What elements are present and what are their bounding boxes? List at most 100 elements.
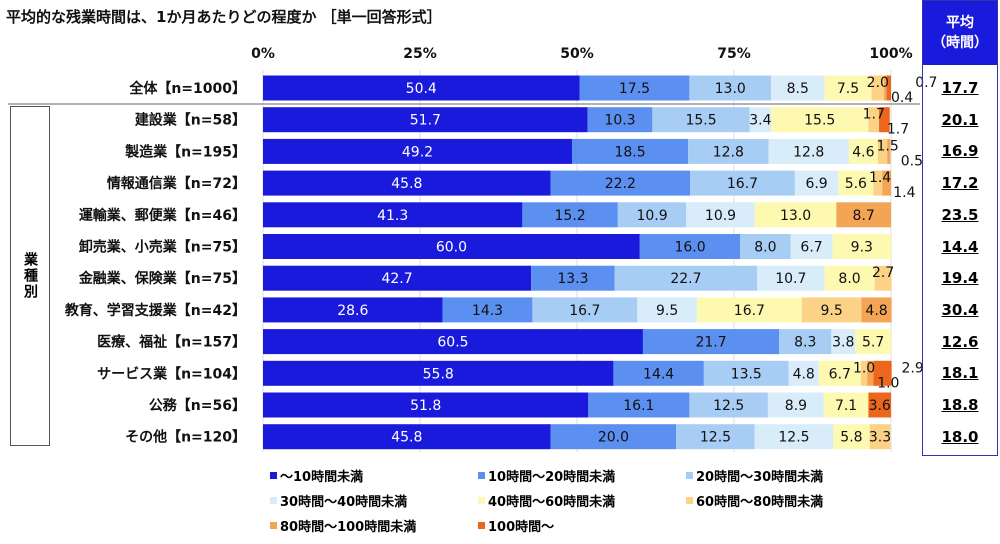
bar-segment — [263, 202, 523, 228]
legend-label: 60時間～80時間未満 — [696, 495, 824, 510]
bar-segment — [884, 75, 887, 101]
group-box: 業種別 — [10, 106, 50, 446]
bar-segment — [757, 265, 825, 291]
category-label: 金融業、保険業【n=75】 — [78, 270, 246, 287]
bar-segment — [688, 138, 769, 164]
average-column: 平均 （時間） 17.7 20.1 16.9 17.2 23.5 14.4 19.4 30.4… — [922, 0, 998, 456]
category-label: 運輸業、郵便業【n=46】 — [79, 207, 246, 224]
bar-segment — [442, 297, 533, 323]
bar-segment — [532, 297, 638, 323]
bar-segment — [823, 392, 869, 418]
bar-segment — [588, 392, 690, 418]
bar-segment — [703, 360, 789, 386]
legend-swatch — [686, 472, 693, 479]
data-label: 5.8 — [840, 430, 862, 446]
legend-label: 100時間～ — [488, 520, 555, 535]
x-tick-label: 25% — [403, 46, 437, 62]
bar-segment — [767, 392, 824, 418]
data-label: 7.1 — [835, 398, 857, 414]
bar-segment — [882, 170, 891, 196]
bar-segment — [754, 424, 834, 450]
category-label: サービス業【n=104】 — [97, 365, 246, 382]
data-label: 16.0 — [674, 240, 705, 256]
bar-segment — [689, 392, 768, 418]
bar-segment — [263, 107, 588, 133]
category-label: その他【n=120】 — [125, 429, 246, 446]
bar-segment — [838, 170, 874, 196]
data-label: 13.0 — [780, 208, 811, 224]
data-label: 8.3 — [794, 335, 816, 351]
bar-segment — [848, 138, 878, 164]
average-header-unit: （時間） — [932, 35, 988, 51]
bar-segment — [873, 360, 892, 386]
legend-swatch — [270, 522, 277, 529]
bar-segment — [690, 170, 795, 196]
data-label: 45.8 — [391, 176, 422, 192]
data-label: 60.5 — [437, 335, 468, 351]
bar-segment — [263, 138, 572, 164]
data-label: 4.8 — [865, 303, 887, 319]
category-label: 製造業【n=195】 — [124, 143, 246, 160]
bar-segment — [754, 202, 837, 228]
data-label: 12.5 — [778, 430, 809, 446]
bar-segment — [790, 234, 833, 259]
legend-item: 100時間～ — [478, 516, 554, 535]
bar-segment — [779, 329, 832, 355]
bar-segment — [861, 297, 892, 323]
bar-segment — [879, 107, 890, 133]
data-label: 8.0 — [754, 240, 776, 256]
average-value: 19.4 — [941, 269, 979, 288]
bar-segment — [871, 75, 885, 101]
bar-segment — [832, 234, 891, 259]
category-label: 公務【n=56】 — [149, 397, 246, 414]
bar-segment — [263, 75, 580, 101]
bar-segment — [587, 107, 653, 133]
data-label: 8.5 — [787, 81, 809, 97]
data-label: 20.0 — [598, 430, 629, 446]
bar-segment — [531, 265, 615, 291]
bar-segment — [263, 424, 551, 450]
category-label: 卸売業、小売業【n=75】 — [79, 239, 246, 256]
bar-segment — [860, 360, 868, 386]
category-label: 全体【n=1000】 — [128, 80, 246, 97]
average-value: 18.8 — [941, 396, 979, 414]
data-label: 16.7 — [569, 303, 600, 319]
bar-segment — [831, 329, 856, 355]
data-label: 28.6 — [337, 303, 368, 319]
data-label: 0.7 — [915, 75, 937, 91]
data-label: 1.5 — [877, 138, 899, 154]
legend-label: 40時間～60時間未満 — [488, 495, 616, 510]
data-label: 10.9 — [636, 208, 667, 224]
bar-segment — [833, 424, 870, 450]
bar-segment — [263, 265, 532, 291]
data-label: 13.3 — [557, 271, 588, 287]
data-label: 6.9 — [805, 176, 827, 192]
average-value: 14.4 — [941, 237, 979, 256]
data-label: 0.4 — [891, 90, 913, 106]
bar-segment — [749, 107, 772, 133]
bar-segment — [818, 360, 861, 386]
data-label: 1.4 — [893, 185, 915, 201]
bar-segment — [771, 75, 825, 101]
legend-item: 40時間～60時間未満 — [478, 491, 615, 510]
bar-segment — [642, 329, 780, 355]
bar-segment — [877, 138, 888, 164]
data-label: 10.7 — [775, 271, 806, 287]
average-value: 17.2 — [941, 174, 979, 193]
legend-swatch — [270, 497, 277, 504]
average-value: 17.7 — [941, 79, 979, 97]
data-label: 6.7 — [800, 240, 822, 256]
bar-segment — [550, 170, 691, 196]
average-value: 20.1 — [941, 110, 979, 129]
data-label: 14.3 — [472, 303, 503, 319]
bar-segment — [263, 392, 589, 418]
legend-item: 60時間～80時間未満 — [686, 491, 823, 510]
data-label: 10.3 — [604, 113, 635, 129]
data-label: 9.5 — [821, 303, 843, 319]
data-label: 45.8 — [391, 430, 422, 446]
bar-segment — [263, 297, 443, 323]
legend-item: 20時間～30時間未満 — [686, 466, 823, 485]
data-label: 3.6 — [869, 398, 891, 414]
bar-segment — [824, 265, 875, 291]
